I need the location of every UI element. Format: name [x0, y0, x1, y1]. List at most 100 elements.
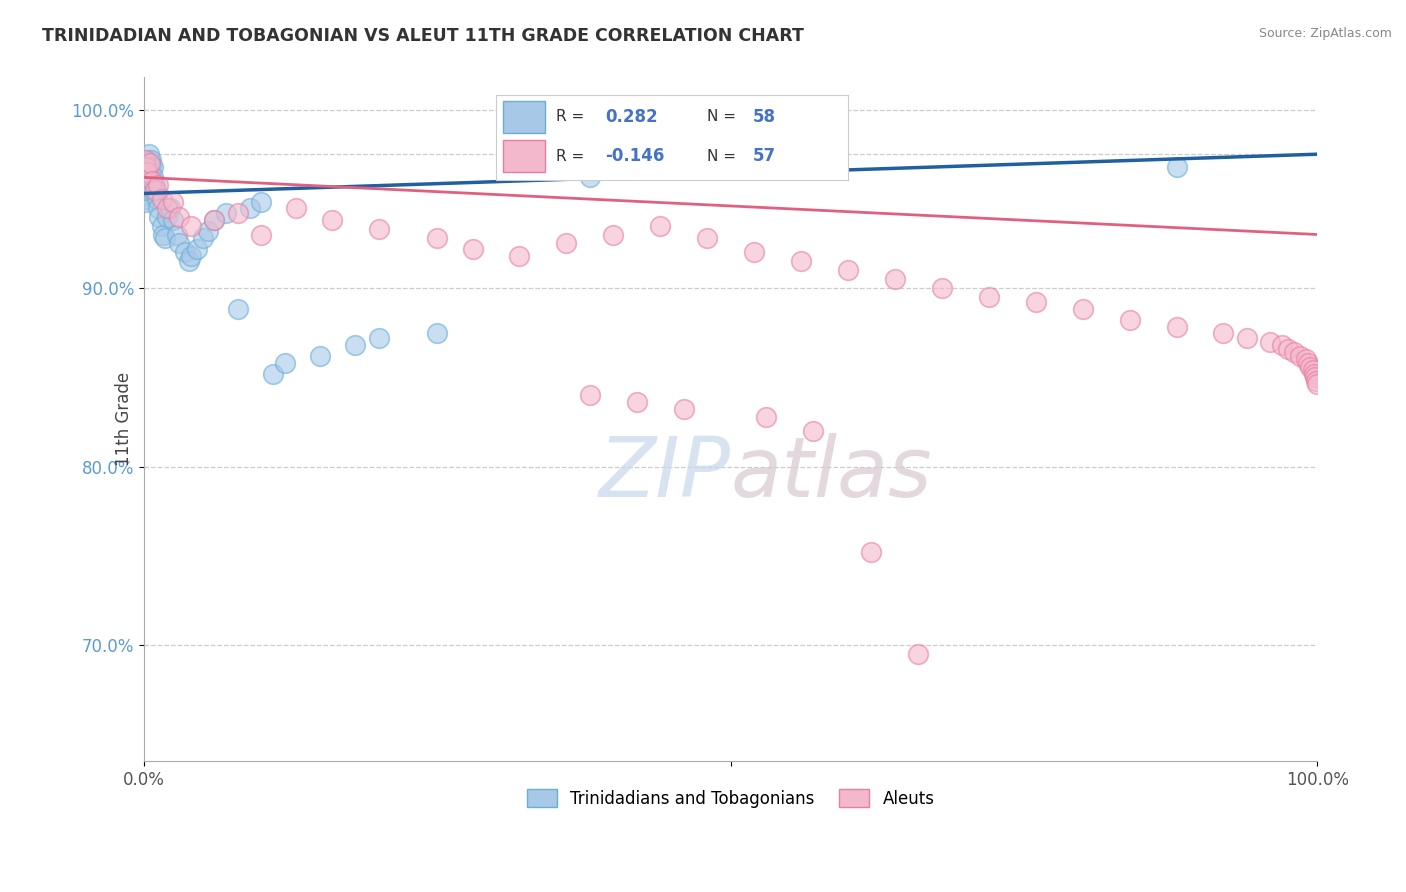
- Point: [150, 192, 173, 206]
- Point: [285, 201, 308, 215]
- Point: [180, 249, 202, 263]
- Point: [1236, 331, 1258, 345]
- Point: [1166, 320, 1188, 334]
- Point: [801, 424, 824, 438]
- Point: [162, 195, 184, 210]
- Point: [742, 245, 765, 260]
- Point: [135, 178, 157, 192]
- Point: [696, 231, 718, 245]
- Point: [1025, 295, 1047, 310]
- Point: [135, 160, 157, 174]
- Point: [426, 231, 449, 245]
- Point: [143, 178, 166, 192]
- Point: [135, 172, 157, 186]
- Point: [156, 210, 179, 224]
- Legend: Trinidadians and Tobagonians, Aleuts: Trinidadians and Tobagonians, Aleuts: [520, 783, 942, 814]
- Point: [134, 188, 156, 202]
- Point: [1271, 338, 1294, 352]
- Point: [180, 219, 202, 233]
- Point: [138, 156, 160, 170]
- Point: [159, 201, 181, 215]
- Point: [250, 227, 273, 242]
- Point: [931, 281, 953, 295]
- Point: [672, 402, 695, 417]
- Point: [141, 174, 163, 188]
- Point: [367, 222, 389, 236]
- Point: [167, 236, 190, 251]
- Point: [1302, 367, 1324, 381]
- Point: [309, 349, 332, 363]
- Point: [883, 272, 905, 286]
- Point: [426, 326, 449, 340]
- Point: [134, 183, 156, 197]
- Point: [135, 169, 157, 183]
- Point: [238, 201, 260, 215]
- Point: [139, 153, 162, 167]
- Point: [461, 242, 484, 256]
- Point: [274, 356, 297, 370]
- Point: [136, 153, 159, 167]
- Point: [907, 647, 929, 661]
- Point: [191, 231, 214, 245]
- Point: [145, 183, 167, 197]
- Point: [134, 192, 156, 206]
- Point: [860, 545, 883, 559]
- Point: [186, 242, 208, 256]
- Point: [134, 178, 156, 192]
- Point: [262, 367, 284, 381]
- Point: [134, 195, 156, 210]
- Point: [202, 213, 225, 227]
- Point: [1071, 302, 1094, 317]
- Point: [1118, 313, 1140, 327]
- Point: [134, 174, 156, 188]
- Point: [1212, 326, 1234, 340]
- Point: [152, 227, 174, 242]
- Point: [1282, 345, 1305, 359]
- Point: [148, 210, 170, 224]
- Point: [215, 206, 238, 220]
- Point: [156, 201, 179, 215]
- Point: [138, 147, 160, 161]
- Point: [508, 249, 530, 263]
- Point: [1260, 334, 1282, 349]
- Point: [136, 165, 159, 179]
- Point: [790, 254, 813, 268]
- Point: [226, 302, 249, 317]
- Point: [135, 183, 157, 197]
- Point: [136, 174, 159, 188]
- Point: [142, 160, 165, 174]
- Point: [167, 210, 190, 224]
- Point: [139, 160, 162, 174]
- Point: [146, 178, 169, 192]
- Point: [1288, 349, 1310, 363]
- Point: [344, 338, 367, 352]
- Point: [177, 254, 200, 268]
- Point: [1299, 359, 1322, 374]
- Point: [755, 409, 778, 424]
- Text: ZIP: ZIP: [599, 434, 731, 515]
- Text: atlas: atlas: [731, 434, 932, 515]
- Point: [153, 231, 176, 245]
- Point: [174, 245, 197, 260]
- Point: [977, 290, 1000, 304]
- Point: [579, 388, 602, 402]
- Point: [555, 236, 578, 251]
- Point: [139, 156, 162, 170]
- Point: [138, 165, 160, 179]
- Point: [136, 160, 159, 174]
- Point: [134, 153, 156, 167]
- Point: [146, 201, 169, 215]
- Point: [1306, 377, 1329, 392]
- Point: [146, 192, 169, 206]
- Point: [141, 174, 163, 188]
- Point: [1296, 356, 1319, 370]
- Point: [139, 156, 162, 170]
- Text: Source: ZipAtlas.com: Source: ZipAtlas.com: [1258, 27, 1392, 40]
- Point: [650, 219, 672, 233]
- Point: [579, 170, 602, 185]
- Point: [1277, 342, 1299, 356]
- Point: [142, 170, 165, 185]
- Point: [197, 224, 219, 238]
- Y-axis label: 11th Grade: 11th Grade: [115, 372, 132, 467]
- Point: [162, 213, 184, 227]
